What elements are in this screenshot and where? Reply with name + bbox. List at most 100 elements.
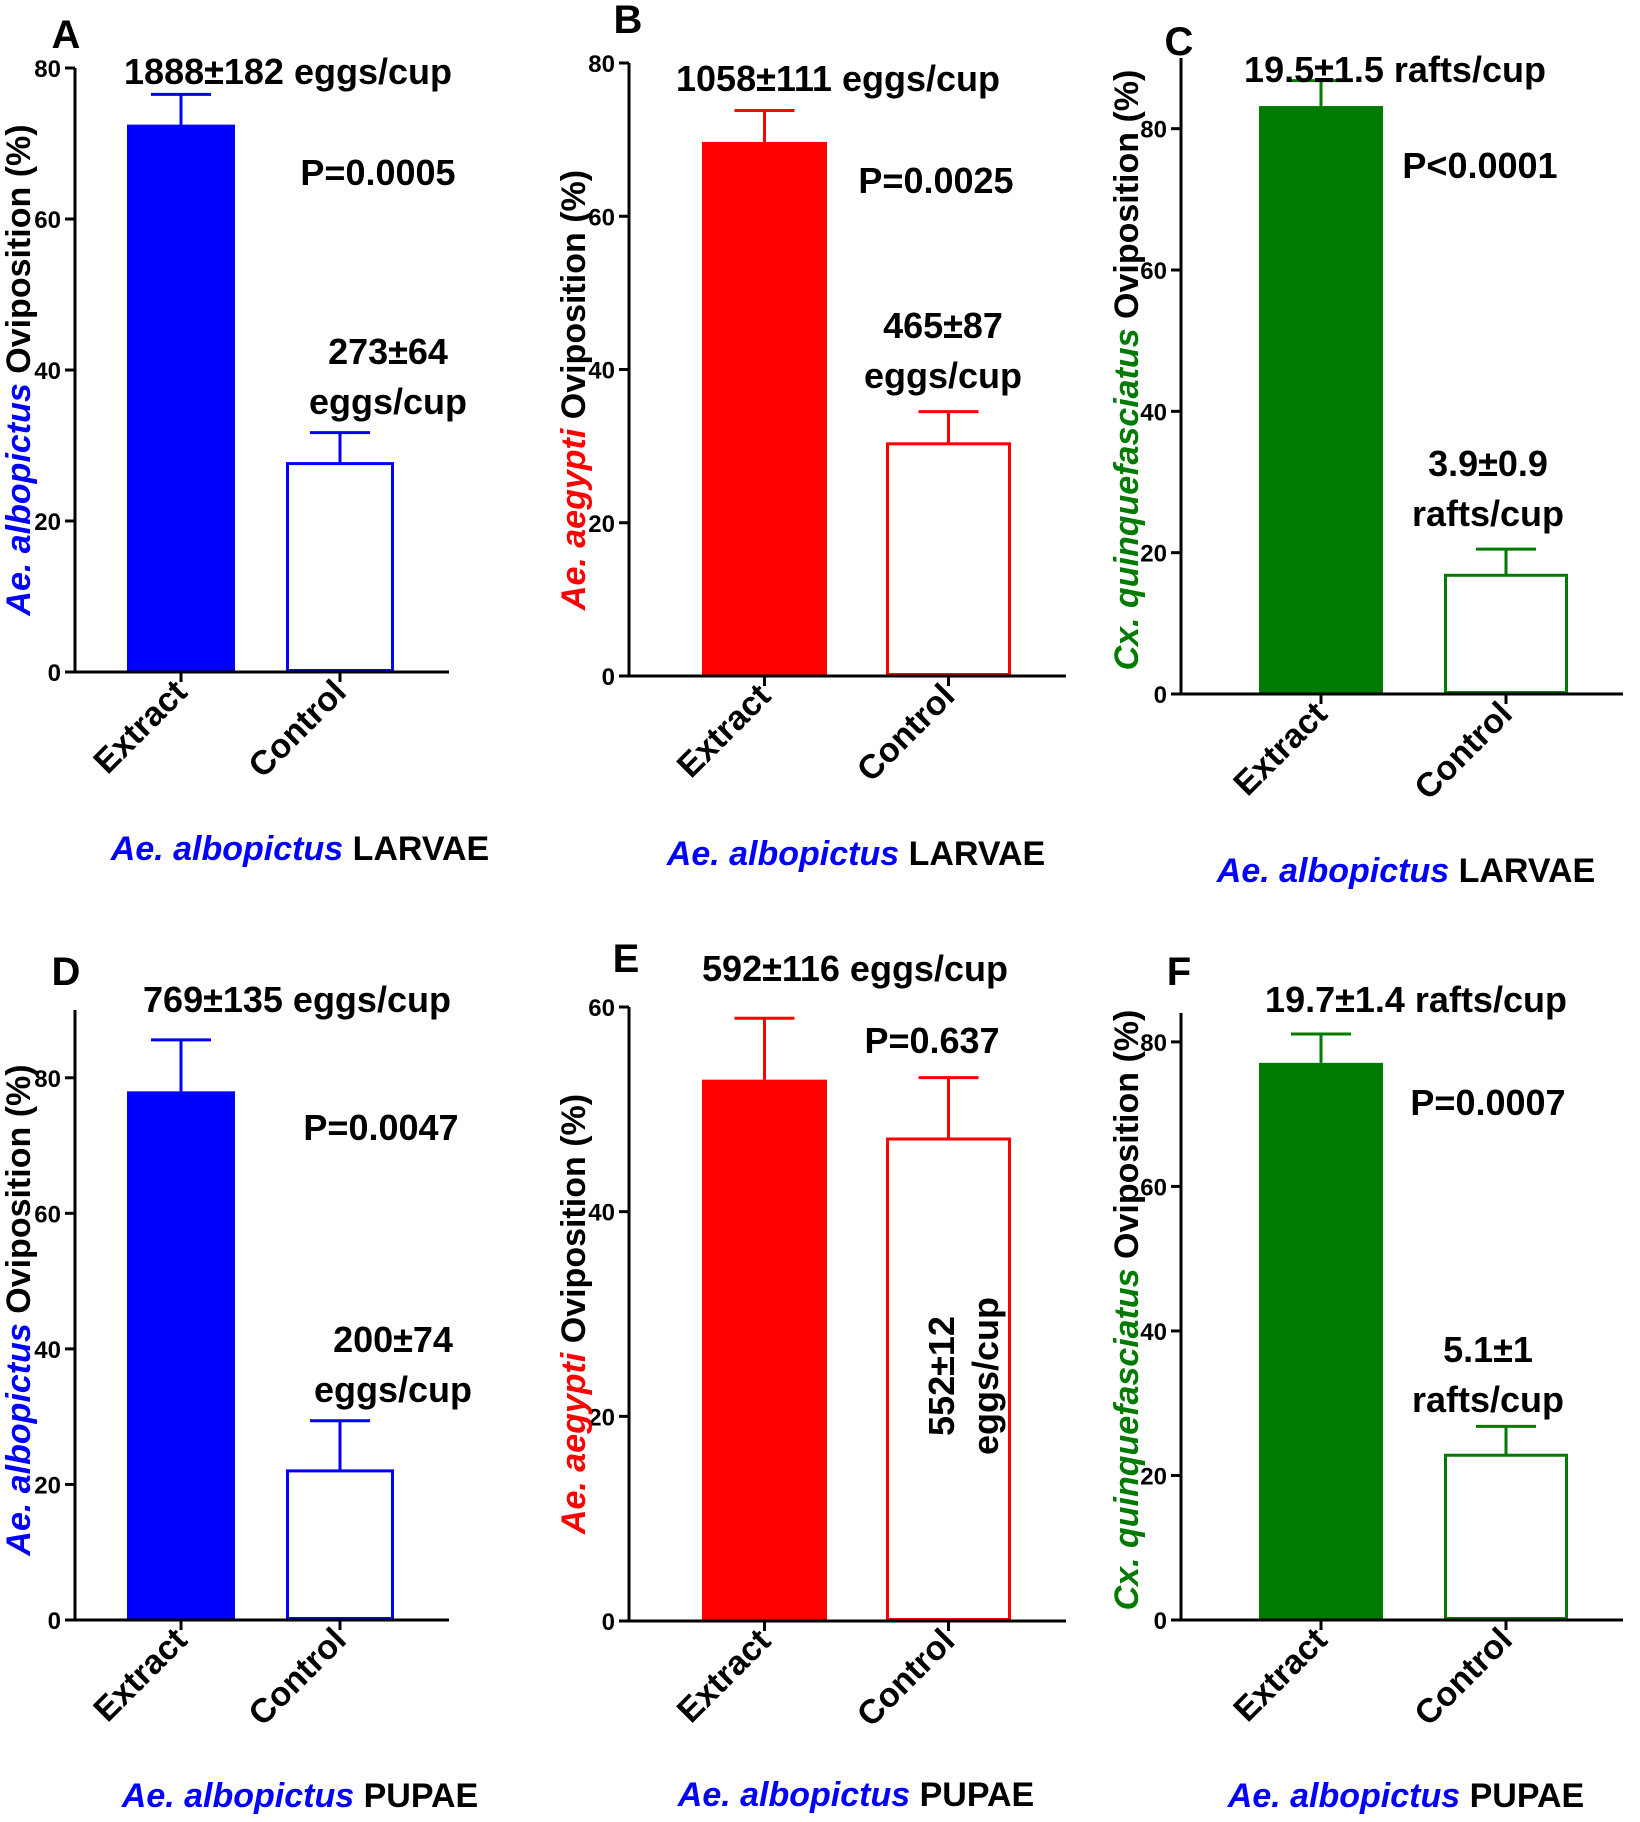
y-axis-label-rest: Oviposition (%): [0, 124, 38, 383]
panel-letter: C: [1165, 20, 1194, 64]
panel-d: D 0 20 40 60 80 Extract Control Ae. albopictus O…: [0, 950, 478, 1815]
panel-e: E 0 20 40 60 Extract Control Ae. aegypti Ovipos…: [555, 937, 1066, 1814]
y-axis-species: Ae. albopictus: [0, 1323, 38, 1556]
bar-control: [286, 462, 394, 672]
y-tick-label: 60: [34, 1201, 61, 1228]
y-axis-label-rest: Oviposition (%): [555, 170, 593, 429]
panel-letter: A: [52, 13, 81, 57]
control-count-annotation: 3.9±0.9: [1428, 443, 1548, 484]
y-tick-label: 20: [34, 509, 61, 536]
y-tick-label: 80: [34, 1066, 61, 1093]
bar-extract: [1259, 106, 1383, 694]
y-axis-label: Ae. aegypti Oviposition (%): [555, 1094, 593, 1535]
y-tick-label: 20: [34, 1472, 61, 1499]
y-tick-label: 40: [34, 358, 61, 385]
p-value: P=0.0007: [1410, 1082, 1565, 1123]
y-axis-label-rest: Oviposition (%): [1108, 1010, 1146, 1269]
x-axis-species: Ae. albopictus: [1216, 852, 1449, 890]
extract-count-annotation: 19.7±1.4 rafts/cup: [1265, 979, 1567, 1020]
p-value: P=0.0047: [303, 1107, 458, 1148]
control-count-unit: eggs/cup: [864, 355, 1022, 396]
bar-extract: [127, 1091, 235, 1620]
y-axis-label: Ae. aegypti Oviposition (%): [555, 170, 593, 611]
x-axis-label-rest: LARVAE: [1449, 852, 1595, 890]
bar-control: [886, 1137, 1011, 1621]
x-axis-label: Ae. albopictus PUPAE: [121, 1777, 478, 1815]
y-axis-label: Ae. albopictus Oviposition (%): [0, 124, 38, 616]
p-value: P=0.0005: [300, 152, 455, 193]
x-axis-label: Ae. albopictus LARVAE: [666, 835, 1045, 873]
x-axis-label-rest: LARVAE: [899, 835, 1045, 873]
category-label-extract: Extract: [1226, 1621, 1334, 1729]
y-axis-species: Ae. albopictus: [0, 383, 38, 616]
bar-extract: [127, 124, 235, 672]
panel-letter: E: [613, 937, 640, 981]
control-count-annotation: 552±12: [921, 1316, 962, 1436]
bar-control: [286, 1469, 394, 1621]
x-axis-species: Ae. albopictus: [677, 1776, 910, 1814]
p-value: P=0.0025: [858, 160, 1013, 201]
y-tick-label: 40: [588, 1200, 615, 1227]
bar-extract: [1259, 1062, 1383, 1620]
x-axis-label: Ae. albopictus PUPAE: [677, 1776, 1034, 1814]
bar-extract: [702, 1079, 827, 1621]
y-tick-label: 60: [588, 204, 615, 231]
category-label-control: Control: [241, 1621, 353, 1733]
extract-count-annotation: 592±116 eggs/cup: [702, 948, 1008, 989]
y-axis-label: Cx. quinquefasciatus Oviposition (%): [1108, 70, 1146, 671]
control-count-unit: rafts/cup: [1412, 1379, 1564, 1420]
y-tick-label: 20: [1140, 541, 1167, 568]
x-axis-label: Ae. albopictus PUPAE: [1227, 1777, 1584, 1815]
extract-count-annotation: 1058±111 eggs/cup: [676, 58, 1000, 99]
category-label-control: Control: [850, 677, 962, 789]
panel-b: B 0 20 40 60 80 Extract Control Ae. aegypti Ovip…: [555, 0, 1066, 873]
panel-a: A 0 20 40 60 80 Extract Control Ae. albopictus O…: [0, 13, 489, 868]
category-label-control: Control: [241, 673, 353, 785]
y-tick-label: 0: [1154, 682, 1167, 709]
y-tick-label: 0: [48, 660, 61, 687]
x-axis-label: Ae. albopictus LARVAE: [110, 830, 489, 868]
extract-count-annotation: 769±135 eggs/cup: [143, 979, 451, 1020]
category-label-control: Control: [1407, 695, 1519, 807]
panel-letter: B: [614, 0, 643, 42]
extract-count-annotation: 1888±182 eggs/cup: [124, 51, 452, 92]
control-count-annotation: 273±64: [328, 331, 448, 372]
category-label-extract: Extract: [86, 673, 194, 781]
y-tick-label: 80: [34, 56, 61, 83]
category-label-extract: Extract: [86, 1621, 194, 1729]
y-tick-label: 60: [1140, 1174, 1167, 1201]
category-label-extract: Extract: [670, 677, 778, 785]
y-tick-label: 40: [34, 1337, 61, 1364]
y-tick-label: 80: [1140, 117, 1167, 144]
x-axis-label: Ae. albopictus LARVAE: [1216, 852, 1595, 890]
y-axis-label: Cx. quinquefasciatus Oviposition (%): [1108, 1010, 1146, 1611]
y-tick-label: 80: [588, 51, 615, 78]
x-axis-species: Ae. albopictus: [1227, 1777, 1460, 1815]
x-axis-label-rest: LARVAE: [343, 830, 489, 868]
y-tick-label: 60: [588, 995, 615, 1022]
panel-letter: F: [1167, 950, 1191, 994]
panel-f: F 0 20 40 60 80 Extract Control Cx. quinquefasci…: [1108, 950, 1623, 1815]
x-axis-species: Ae. albopictus: [666, 835, 899, 873]
p-value: P=0.637: [864, 1020, 999, 1061]
y-tick-label: 0: [48, 1608, 61, 1635]
x-axis-species: Ae. albopictus: [121, 1777, 354, 1815]
category-label-extract: Extract: [670, 1622, 778, 1730]
y-axis-species: Ae. aegypti: [555, 1351, 593, 1535]
y-tick-label: 0: [602, 664, 615, 691]
control-count-unit: eggs/cup: [314, 1369, 472, 1410]
y-axis-species: Ae. aegypti: [555, 427, 593, 611]
y-tick-label: 60: [1140, 258, 1167, 285]
control-count-unit: rafts/cup: [1412, 493, 1564, 534]
category-label-extract: Extract: [1226, 695, 1334, 803]
y-axis-label-rest: Oviposition (%): [1108, 70, 1146, 329]
bar-control: [1444, 1453, 1568, 1620]
control-count-unit: eggs/cup: [965, 1297, 1006, 1455]
control-count-unit: eggs/cup: [309, 381, 467, 422]
panel-letter: D: [52, 950, 81, 994]
panel-c: C 0 20 40 60 80 Extract Control Cx. quinquefasci…: [1108, 20, 1623, 890]
extract-count-annotation: 19.5±1.5 rafts/cup: [1244, 49, 1546, 90]
y-axis-label-rest: Oviposition (%): [0, 1064, 38, 1323]
bar-control: [1444, 573, 1568, 695]
